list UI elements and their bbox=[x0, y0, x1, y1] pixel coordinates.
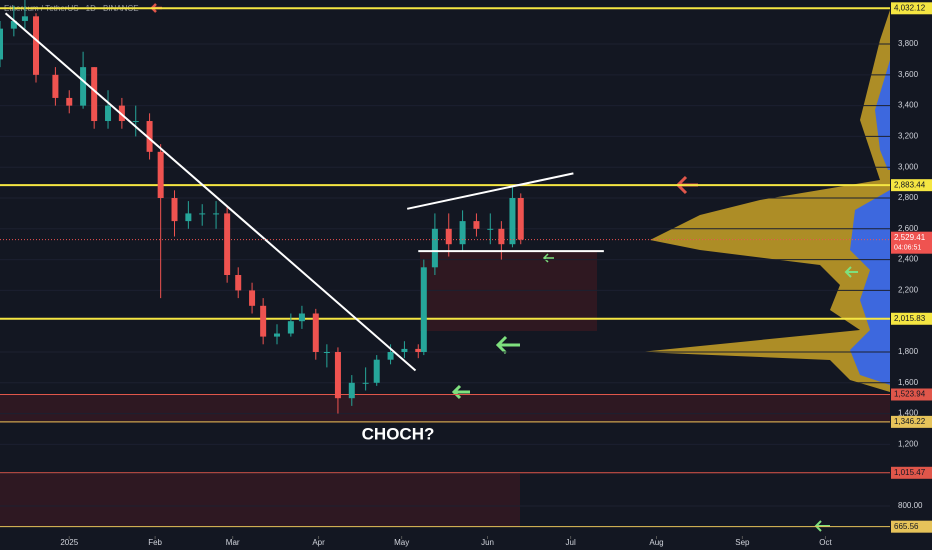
volume-profile bbox=[640, 10, 890, 392]
x-tick-label: Mar bbox=[226, 538, 240, 547]
y-tick-label: 3,600 bbox=[898, 70, 919, 79]
candle-body bbox=[132, 121, 139, 123]
trendline bbox=[4, 12, 417, 372]
y-tick-label: 3,800 bbox=[898, 39, 919, 48]
candle-body bbox=[334, 351, 341, 399]
candle-body bbox=[387, 351, 394, 360]
candle-body bbox=[260, 305, 267, 337]
y-tick-label: 2,400 bbox=[898, 255, 919, 264]
level-tag bbox=[891, 388, 932, 401]
candle-body bbox=[509, 198, 516, 245]
level-tag bbox=[891, 520, 932, 533]
arrow bbox=[542, 253, 554, 263]
y-tick-label: 3,200 bbox=[898, 132, 919, 141]
candle-body bbox=[33, 16, 40, 75]
arrow bbox=[814, 520, 830, 532]
countdown: 04:06:51 bbox=[894, 245, 921, 252]
level-tag bbox=[891, 466, 932, 479]
level-label: 665.56 bbox=[894, 522, 919, 531]
candle-body bbox=[146, 121, 153, 152]
candle-body bbox=[0, 28, 3, 60]
zone bbox=[0, 395, 890, 423]
candle-body bbox=[420, 267, 427, 352]
last-price-label: 2,529.41 bbox=[894, 233, 926, 242]
candle-body bbox=[517, 198, 524, 240]
zone bbox=[0, 474, 520, 527]
candle-body bbox=[348, 382, 355, 399]
candle-body bbox=[498, 228, 505, 245]
candle-body bbox=[249, 290, 256, 306]
candle-body bbox=[171, 198, 178, 222]
level-tag bbox=[891, 2, 932, 15]
candle-body bbox=[185, 213, 192, 222]
level-tag bbox=[891, 312, 932, 325]
x-tick-label: Sep bbox=[735, 538, 750, 547]
candle-body bbox=[10, 20, 17, 29]
y-tick-label: 1,800 bbox=[898, 347, 919, 356]
candle-body bbox=[52, 74, 59, 98]
last-price-tag bbox=[891, 231, 932, 254]
level-label: 4,032.12 bbox=[894, 3, 926, 12]
candle-body bbox=[91, 67, 98, 122]
candle-body bbox=[157, 151, 164, 199]
y-tick-label: 1,200 bbox=[898, 439, 919, 448]
candle-body bbox=[235, 275, 242, 291]
level-label: 2,015.83 bbox=[894, 314, 926, 323]
x-tick-label: Jul bbox=[566, 538, 576, 547]
candle-body bbox=[213, 213, 220, 215]
candle-body bbox=[459, 221, 466, 245]
candle-body bbox=[298, 313, 305, 322]
x-tick-label: Oct bbox=[819, 538, 832, 547]
candle-body bbox=[273, 333, 280, 337]
level-label: 1,523.94 bbox=[894, 390, 926, 399]
level-label: 1,015.47 bbox=[894, 468, 926, 477]
candle-body bbox=[401, 348, 408, 352]
arrow bbox=[451, 384, 470, 400]
candle-body bbox=[323, 351, 330, 353]
arrow bbox=[844, 266, 858, 278]
y-tick-label: 3,000 bbox=[898, 162, 919, 171]
candle-body bbox=[473, 221, 480, 229]
y-tick-label: 3,400 bbox=[898, 101, 919, 110]
y-tick-label: 2,200 bbox=[898, 286, 919, 295]
candle-body bbox=[224, 213, 231, 276]
price-axis bbox=[890, 0, 932, 536]
candle-body bbox=[445, 228, 452, 245]
annotation: CHOCH? bbox=[362, 424, 435, 443]
arrow bbox=[495, 335, 520, 355]
level-tag bbox=[891, 179, 932, 192]
candle-body bbox=[21, 16, 28, 21]
candle-body bbox=[199, 213, 206, 215]
y-tick-label: 2,800 bbox=[898, 193, 919, 202]
y-tick-label: 800.00 bbox=[898, 501, 923, 510]
volume-profile bbox=[850, 60, 890, 385]
candle-body bbox=[312, 313, 319, 352]
x-tick-label: Jun bbox=[481, 538, 494, 547]
level-tag bbox=[891, 415, 932, 428]
y-tick-label: 1,400 bbox=[898, 409, 919, 418]
x-tick-label: Apr bbox=[312, 538, 325, 547]
x-tick-label: May bbox=[394, 538, 409, 547]
x-tick-label: 2025 bbox=[60, 538, 78, 547]
trendline bbox=[406, 172, 574, 210]
candle-body bbox=[80, 67, 87, 106]
candle-body bbox=[362, 382, 369, 384]
candle-body bbox=[431, 228, 438, 268]
x-tick-label: Aug bbox=[649, 538, 663, 547]
candle-body bbox=[373, 359, 380, 383]
y-tick-label: 1,600 bbox=[898, 378, 919, 387]
x-tick-label: Feb bbox=[148, 538, 162, 547]
level-label: 1,346.22 bbox=[894, 417, 926, 426]
level-label: 2,883.44 bbox=[894, 180, 926, 189]
y-tick-label: 2,600 bbox=[898, 224, 919, 233]
candle-body bbox=[487, 228, 494, 230]
candle-body bbox=[66, 97, 73, 106]
candle-body bbox=[287, 321, 294, 334]
candle-body bbox=[415, 348, 422, 352]
candle-body bbox=[105, 105, 112, 122]
